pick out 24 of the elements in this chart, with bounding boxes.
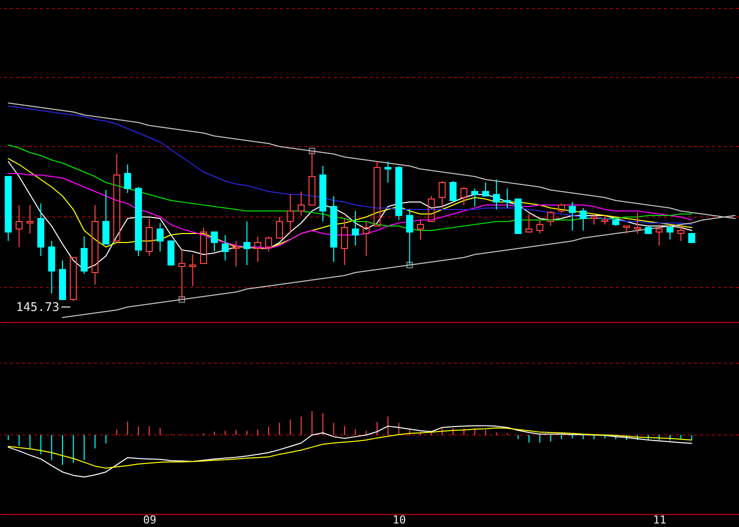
candlestick: [189, 254, 196, 286]
candlestick: [504, 188, 511, 208]
candlestick: [319, 166, 326, 222]
candlestick: [352, 210, 359, 246]
candlestick: [341, 218, 348, 266]
candlestick: [286, 194, 294, 234]
candlestick: [37, 203, 44, 256]
candlestick: [48, 240, 56, 294]
candlestick: [222, 234, 229, 261]
candlestick: [362, 221, 370, 256]
candlestick: [330, 196, 338, 262]
candlestick: [156, 222, 164, 252]
candlestick: [26, 204, 34, 234]
candlestick: [92, 204, 99, 285]
x-tick-label: 10: [392, 514, 406, 526]
candlestick: [384, 161, 392, 183]
x-tick-label: 09: [143, 514, 156, 526]
candlestick: [232, 240, 240, 267]
x-tick-label: 11: [653, 514, 666, 526]
candlestick: [243, 221, 250, 266]
candlestick: [492, 179, 500, 210]
candlestick: [254, 236, 262, 262]
candlestick: [16, 204, 23, 248]
annotation: 145.73: [16, 300, 60, 314]
